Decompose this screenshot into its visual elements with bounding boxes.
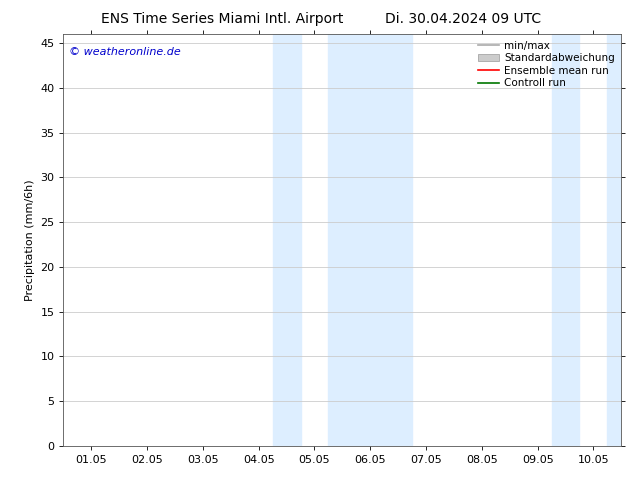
Bar xyxy=(273,34,301,446)
Bar xyxy=(607,34,634,446)
Bar xyxy=(328,34,412,446)
Text: ENS Time Series Miami Intl. Airport: ENS Time Series Miami Intl. Airport xyxy=(101,12,343,26)
Legend: min/max, Standardabweichung, Ensemble mean run, Controll run: min/max, Standardabweichung, Ensemble me… xyxy=(474,36,619,93)
Text: Di. 30.04.2024 09 UTC: Di. 30.04.2024 09 UTC xyxy=(385,12,541,26)
Y-axis label: Precipitation (mm/6h): Precipitation (mm/6h) xyxy=(25,179,35,301)
Text: © weatheronline.de: © weatheronline.de xyxy=(69,47,181,57)
Bar xyxy=(552,34,579,446)
